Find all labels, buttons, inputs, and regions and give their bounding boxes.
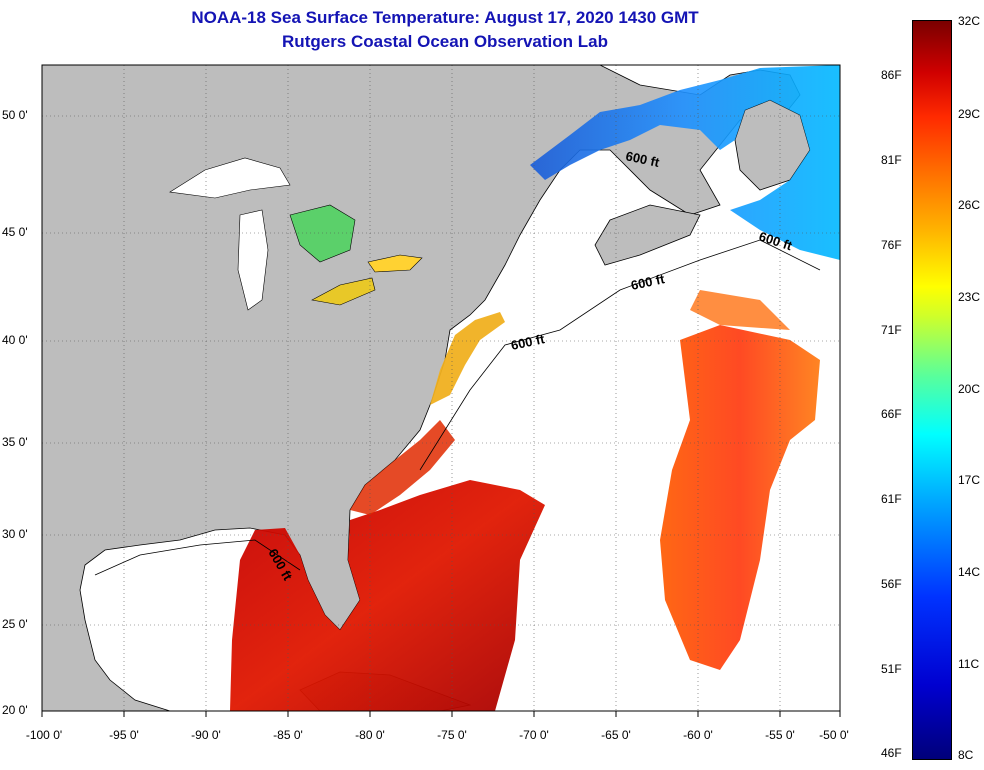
colorbar-f-76: 76F bbox=[881, 238, 902, 252]
colorbar-c-26: 26C bbox=[958, 198, 981, 212]
lon-label-50: -50 0' bbox=[819, 728, 849, 742]
colorbar-c-11: 11C bbox=[958, 657, 980, 671]
axis-ticks bbox=[41, 711, 841, 717]
colorbar-f-51: 51F bbox=[881, 662, 902, 676]
chart-subtitle: Rutgers Coastal Ocean Observation Lab bbox=[282, 32, 608, 51]
lat-label-40: 40 0' bbox=[2, 333, 28, 347]
lat-label-45: 45 0' bbox=[2, 225, 28, 239]
lake-huron bbox=[289, 204, 356, 263]
lat-label-35: 35 0' bbox=[2, 435, 28, 449]
colorbar-c-23: 23C bbox=[958, 290, 981, 304]
lon-label-100: -100 0' bbox=[25, 728, 63, 742]
lat-label-50: 50 0' bbox=[2, 108, 28, 122]
contour-label-1: 600 ft bbox=[624, 148, 661, 170]
colorbar-c-29: 29C bbox=[958, 107, 981, 121]
colorbar-f-46: 46F bbox=[881, 746, 902, 760]
lake-superior bbox=[169, 157, 291, 199]
lon-label-60: -60 0' bbox=[683, 728, 713, 742]
lat-label-20: 20 0' bbox=[2, 703, 28, 717]
colorbar-c-17: 17C bbox=[958, 473, 981, 487]
lon-label-85: -85 0' bbox=[273, 728, 303, 742]
colorbar-c-8: 8C bbox=[958, 748, 974, 762]
temperature-colorbar bbox=[912, 20, 952, 760]
isobath-600ft bbox=[94, 239, 821, 576]
colorbar-f-61: 61F bbox=[881, 492, 902, 506]
colorbar-f-81: 81F bbox=[881, 153, 902, 167]
land-nova-scotia bbox=[594, 204, 701, 266]
lake-ontario bbox=[367, 254, 423, 273]
colorbar-f-71: 71F bbox=[881, 323, 902, 337]
sst-gulf-stream bbox=[350, 420, 455, 515]
colorbar-f-66: 66F bbox=[881, 407, 902, 421]
colorbar-c-32: 32C bbox=[958, 14, 981, 28]
sst-gulf-caribbean bbox=[230, 480, 545, 711]
sst-atlantic-patches bbox=[690, 290, 790, 330]
chart-title: NOAA-18 Sea Surface Temperature: August … bbox=[191, 8, 699, 27]
lat-label-25: 25 0' bbox=[2, 617, 28, 631]
sst-open-atlantic bbox=[660, 325, 820, 670]
map-frame bbox=[41, 64, 841, 712]
lon-label-70: -70 0' bbox=[519, 728, 549, 742]
contour-label-4: 600 ft bbox=[510, 331, 547, 353]
lake-michigan bbox=[237, 209, 269, 311]
lon-label-90: -90 0' bbox=[191, 728, 221, 742]
lon-label-80: -80 0' bbox=[355, 728, 385, 742]
sst-mid-atlantic-coast bbox=[430, 312, 505, 405]
lon-label-55: -55 0' bbox=[765, 728, 795, 742]
lon-label-75: -75 0' bbox=[437, 728, 467, 742]
colorbar-f-56: 56F bbox=[881, 577, 902, 591]
lake-erie bbox=[311, 277, 376, 306]
lon-label-65: -65 0' bbox=[601, 728, 631, 742]
contour-label-3: 600 ft bbox=[630, 271, 667, 293]
graticule bbox=[42, 65, 840, 711]
colorbar-f-86: 86F bbox=[881, 68, 902, 82]
sst-st-lawrence bbox=[530, 65, 840, 260]
colorbar-c-14: 14C bbox=[958, 565, 981, 579]
lat-label-30: 30 0' bbox=[2, 527, 28, 541]
colorbar-c-20: 20C bbox=[958, 382, 981, 396]
lon-label-95: -95 0' bbox=[109, 728, 139, 742]
